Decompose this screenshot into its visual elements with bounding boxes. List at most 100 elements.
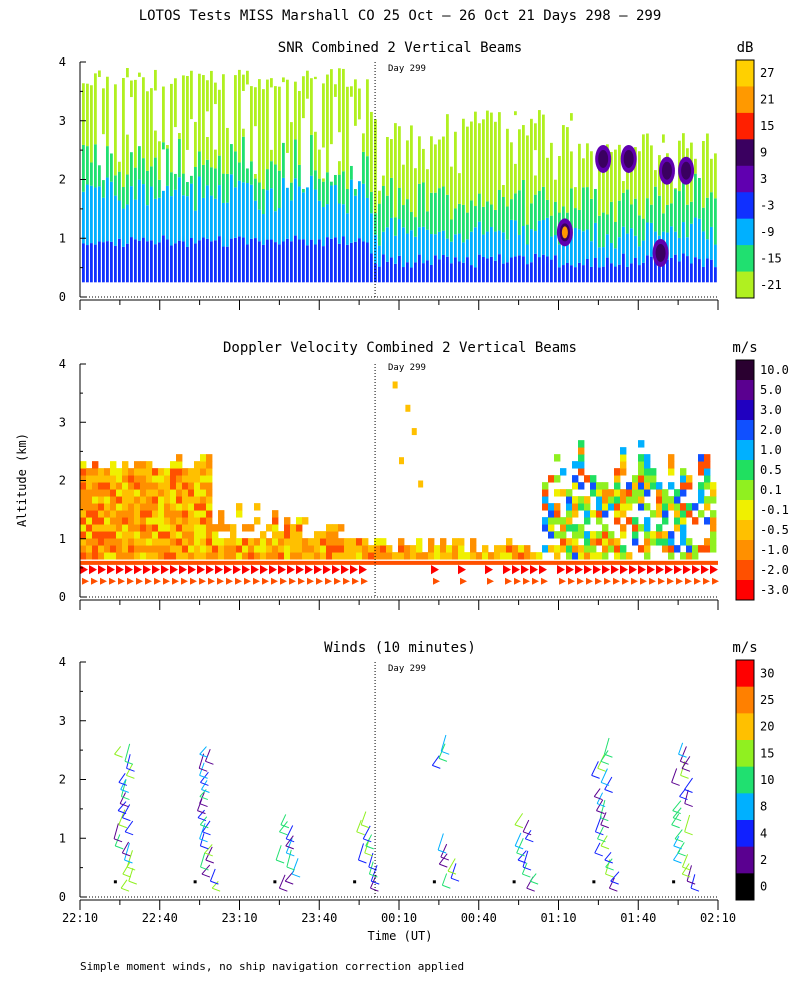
wind-barb-flag — [610, 880, 619, 885]
snr-colorbar-label: 9 — [760, 146, 767, 160]
wind-barb-flag — [595, 831, 604, 836]
snr-cell — [210, 167, 213, 196]
snr-cell — [638, 265, 641, 274]
snr-cell — [698, 177, 701, 219]
wind-barb-flag — [117, 810, 127, 815]
doppler-chevron — [568, 577, 575, 585]
doppler-cell — [134, 524, 141, 532]
doppler-cell — [548, 531, 555, 539]
snr-cell — [458, 233, 461, 262]
doppler-cell — [110, 552, 117, 560]
doppler-cell — [152, 503, 159, 511]
doppler-cell — [194, 545, 201, 553]
doppler-cell — [266, 524, 273, 532]
doppler-cell — [692, 552, 699, 560]
snr-cell — [378, 245, 381, 267]
snr-gap — [574, 101, 578, 188]
snr-cell — [218, 185, 221, 237]
doppler-cell — [158, 503, 165, 511]
doppler-cell — [710, 510, 717, 518]
snr-gap — [598, 116, 602, 140]
snr-cell — [602, 266, 605, 274]
doppler-cell — [518, 552, 525, 560]
snr-cell — [290, 273, 293, 283]
snr-gap — [190, 119, 194, 176]
snr-gap — [638, 62, 642, 126]
doppler-cell — [410, 545, 417, 553]
wind-barb-flag — [671, 824, 680, 829]
doppler-cell — [188, 475, 195, 483]
doppler-cell — [662, 517, 669, 525]
doppler-cell — [140, 468, 147, 476]
snr-cell — [218, 89, 221, 156]
doppler-cell — [86, 489, 93, 497]
doppler-cell — [188, 531, 195, 539]
doppler-cell — [122, 503, 129, 511]
wind-barb-flag — [514, 824, 524, 829]
snr-cell — [522, 225, 525, 257]
snr-cell — [518, 273, 521, 283]
snr-cell — [122, 273, 125, 283]
snr-cell — [466, 239, 469, 258]
doppler-ytick-label: 2 — [59, 474, 66, 488]
wind-barb-flag — [201, 873, 211, 878]
snr-cell — [622, 226, 625, 254]
snr-cell — [710, 259, 713, 274]
snr-cell — [150, 88, 153, 167]
snr-cell — [474, 267, 477, 274]
doppler-cell — [164, 545, 171, 553]
snr-cell — [654, 259, 657, 274]
winds-colorbar-swatch — [736, 713, 754, 741]
snr-cell — [450, 117, 453, 220]
doppler-cell — [80, 503, 87, 511]
wind-barb — [278, 874, 286, 889]
doppler-cell — [164, 510, 171, 518]
wind-barb-flag — [437, 849, 447, 854]
doppler-cell — [374, 545, 381, 553]
doppler-cell — [452, 552, 459, 560]
snr-cell — [230, 238, 233, 274]
doppler-cell — [134, 482, 141, 490]
wind-station-dot — [273, 880, 277, 884]
snr-cell — [402, 267, 405, 274]
doppler-cell — [206, 482, 213, 490]
wind-barb — [117, 801, 127, 811]
doppler-cell — [482, 552, 489, 560]
snr-cell — [342, 236, 345, 274]
doppler-cell — [200, 496, 207, 504]
doppler-chevron — [161, 564, 169, 575]
doppler-cell — [110, 461, 117, 469]
snr-hotspot — [561, 226, 568, 239]
snr-cell — [274, 242, 277, 274]
doppler-cell — [302, 545, 309, 553]
doppler-chevron — [289, 577, 296, 585]
wind-barb-flag — [199, 838, 208, 843]
doppler-cell — [182, 489, 189, 497]
doppler-cell — [494, 552, 501, 560]
snr-cell — [206, 185, 209, 239]
snr-cell — [434, 255, 437, 274]
doppler-cell — [638, 496, 645, 504]
doppler-cell — [404, 545, 411, 553]
wind-barb-flag — [360, 824, 370, 829]
doppler-cell — [620, 503, 627, 511]
doppler-cell — [104, 524, 111, 532]
snr-cell — [598, 215, 601, 248]
wind-barb-flag — [690, 887, 700, 892]
snr-cell — [98, 241, 101, 274]
doppler-cell — [152, 468, 159, 476]
doppler-cell — [578, 454, 585, 462]
doppler-cell — [170, 552, 177, 560]
snr-cell — [674, 231, 677, 255]
snr-cell — [362, 151, 365, 184]
snr-cell — [322, 246, 325, 274]
snr-gap — [270, 87, 274, 150]
snr-cell — [498, 273, 501, 283]
snr-cell — [370, 191, 373, 214]
doppler-cell — [560, 524, 567, 532]
snr-cell — [646, 222, 649, 256]
doppler-cell — [368, 552, 375, 560]
doppler-cell — [704, 496, 711, 504]
doppler-cell — [80, 461, 87, 469]
y-axis-label: Altitude (km) — [15, 433, 29, 527]
